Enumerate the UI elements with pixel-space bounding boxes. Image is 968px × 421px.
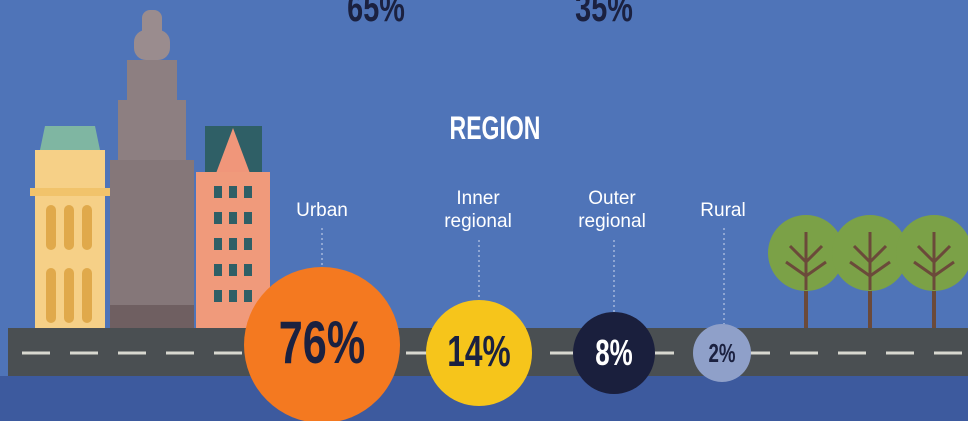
region-label: Outer regional — [558, 187, 666, 233]
region-value: 2% — [693, 338, 751, 369]
region-label: Inner regional — [424, 187, 532, 233]
top-value: 65% — [333, 0, 419, 31]
infographic: 65% 35% REGION Urban Inner regional Oute… — [0, 0, 968, 421]
region-label: Urban — [267, 199, 377, 222]
region-label: Rural — [668, 199, 778, 222]
region-value: 8% — [578, 332, 650, 374]
top-value: 35% — [561, 0, 647, 31]
section-title: REGION — [423, 110, 567, 147]
region-value: 76% — [264, 308, 379, 377]
buildings — [30, 10, 270, 328]
trees — [768, 215, 968, 330]
region-value: 14% — [436, 327, 522, 377]
